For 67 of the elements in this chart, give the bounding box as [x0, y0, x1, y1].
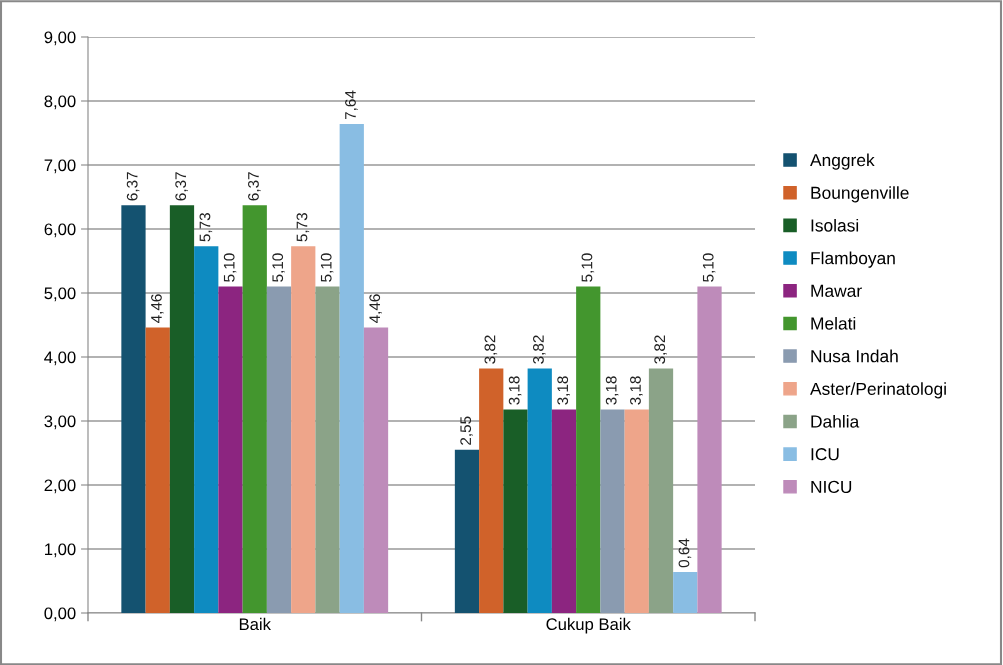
bar — [503, 409, 528, 613]
bar — [194, 246, 219, 613]
bar — [600, 409, 625, 613]
data-label: 3,18 — [508, 376, 522, 405]
data-label: 6,37 — [175, 172, 188, 201]
bar — [169, 205, 195, 613]
data-label: 6,37 — [248, 172, 261, 201]
bar — [291, 246, 316, 613]
bar — [527, 368, 552, 613]
y-tick-label: 7,00 — [44, 159, 76, 174]
data-label: 6,37 — [126, 172, 140, 201]
bar — [479, 368, 504, 613]
bar — [673, 572, 698, 613]
legend-label: Aster/Perinatologi — [810, 382, 946, 399]
legend-label: Isolasi — [811, 218, 859, 232]
bar — [218, 286, 243, 613]
y-tick-label: 4,00 — [44, 351, 76, 366]
y-tick-label: 0,00 — [44, 607, 76, 622]
x-tick-label: Cukup Baik — [546, 617, 631, 634]
bar — [242, 205, 267, 613]
data-label: 7,64 — [345, 90, 358, 120]
legend-label: NICU — [811, 480, 852, 494]
y-tick-label: 5,00 — [44, 287, 76, 302]
data-label: 4,46 — [151, 294, 164, 324]
bar — [145, 327, 170, 613]
data-label: 3,82 — [533, 335, 546, 364]
data-label: 2,55 — [460, 416, 473, 445]
bar — [339, 124, 364, 613]
bar — [551, 409, 577, 613]
y-tick-label: 2,00 — [44, 479, 76, 494]
bar — [454, 449, 480, 613]
bar — [648, 368, 674, 613]
bar — [624, 409, 649, 613]
legend-label: Boungenville — [811, 186, 909, 203]
bar — [363, 327, 389, 613]
legend-label: Melati — [811, 316, 856, 330]
data-label: 5,10 — [272, 253, 285, 282]
data-label: 5,73 — [199, 213, 213, 242]
x-tick-label: Baik — [239, 617, 271, 631]
y-tick-label: 3,00 — [44, 415, 76, 430]
y-tick-label: 9,00 — [44, 31, 76, 46]
data-label: 5,73 — [296, 213, 310, 242]
legend-label: ICU — [811, 448, 839, 461]
data-label: 3,82 — [484, 335, 498, 364]
data-label: 5,10 — [702, 253, 716, 282]
bar — [576, 286, 601, 613]
data-label: 0,64 — [678, 538, 692, 568]
data-label: 3,82 — [654, 335, 667, 364]
legend-label: Dahlia — [811, 414, 860, 428]
y-tick-label: 6,00 — [44, 223, 76, 238]
bar — [315, 286, 340, 613]
data-label: 4,46 — [369, 294, 382, 324]
data-label: 3,18 — [557, 376, 570, 405]
legend-label: Mawar — [811, 284, 862, 297]
data-label: 5,10 — [320, 253, 334, 282]
legend-label: Flamboyan — [811, 251, 895, 268]
legend-label: Anggrek — [810, 153, 875, 170]
data-label: 5,10 — [581, 253, 595, 282]
bar — [121, 205, 146, 613]
data-label: 3,18 — [630, 376, 643, 405]
data-label: 5,10 — [223, 253, 237, 282]
data-label: 3,18 — [605, 376, 619, 405]
y-tick-label: 8,00 — [44, 95, 76, 110]
y-tick-label: 1,00 — [45, 543, 76, 558]
bar — [697, 286, 722, 613]
bar — [266, 286, 292, 613]
legend-label: Nusa Indah — [811, 349, 898, 363]
